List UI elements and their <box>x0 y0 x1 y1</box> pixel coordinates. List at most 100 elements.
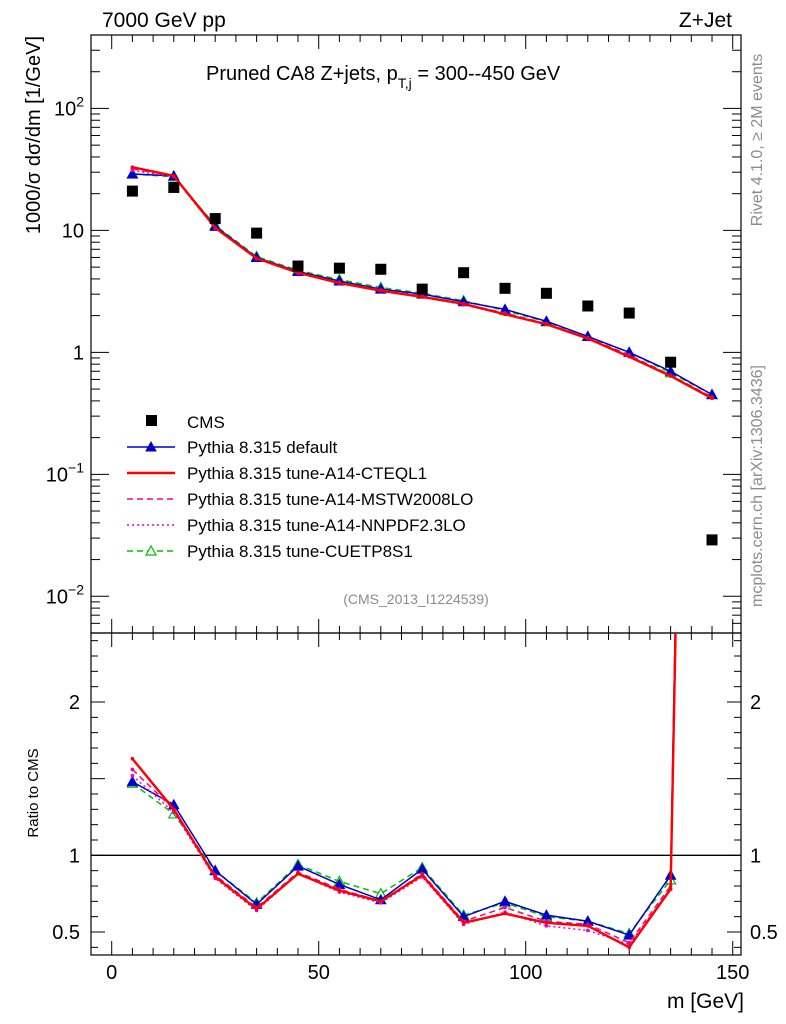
ratio-point-1 <box>544 921 549 925</box>
data-point <box>168 181 180 193</box>
y-tick-label-base: 10 <box>54 98 76 120</box>
ratio-point-1 <box>379 899 383 904</box>
ratio-point-0 <box>126 775 139 787</box>
y-tick-label: 10−2 <box>46 581 84 608</box>
ratio-tick-label-left: 1 <box>69 845 80 867</box>
ratio-point-0 <box>499 895 511 906</box>
legend-label-1: Pythia 8.315 tune-A14-CTEQL1 <box>187 464 427 483</box>
y-tick-label: 102 <box>54 93 84 120</box>
data-point <box>416 283 428 295</box>
ratio-point-1 <box>461 921 466 925</box>
ratio-point-1 <box>172 807 176 812</box>
x-tick-label: 100 <box>509 962 542 984</box>
ratio-tick-label-right: 0.5 <box>750 922 778 944</box>
ratio-point-3 <box>130 773 135 778</box>
series-point-1 <box>420 295 425 299</box>
legend: CMS Pythia 8.315 default Pythia 8.315 tune… <box>127 413 473 561</box>
series-point-0 <box>126 167 139 179</box>
legend-label-0: Pythia 8.315 default <box>187 438 338 457</box>
ratio-point-2 <box>503 905 507 910</box>
series-point-1 <box>172 174 176 178</box>
ratio-y-axis-label: Ratio to CMS <box>25 748 42 837</box>
ratio-point-1 <box>254 907 259 911</box>
data-point <box>126 185 138 197</box>
series-point-1 <box>337 281 342 285</box>
data-point <box>458 267 470 279</box>
series-point-1 <box>503 312 507 317</box>
legend-label-3: Pythia 8.315 tune-A14-NNPDF2.3LO <box>187 516 466 535</box>
series-point-1 <box>379 288 383 293</box>
ratio-tick-label-right: 1 <box>750 845 761 867</box>
series-point-1 <box>586 336 590 341</box>
plot-title-subscript: T,j <box>398 75 412 91</box>
plot-title-main: Pruned CA8 Z+jets, p <box>206 63 398 85</box>
x-axis-label: m [GeV] <box>667 990 744 1013</box>
y-axis-label: 1000/σ dσ/dm [1/GeV] <box>23 36 45 234</box>
data-point <box>333 262 345 274</box>
mcplots-label: mcplots.cern.ch [arXiv:1306.3436] <box>749 365 766 607</box>
x-tick-label: 150 <box>716 962 749 984</box>
ratio-line-2 <box>131 633 677 944</box>
series-point-1 <box>668 374 673 378</box>
series-point-1 <box>296 270 300 275</box>
ratio-point-1 <box>213 875 218 879</box>
ratio-point-1 <box>296 871 300 876</box>
ratio-point-1 <box>130 756 135 761</box>
y-tick-label-exponent: 2 <box>76 93 84 109</box>
plot-title-tail: = 300--450 GeV <box>412 63 561 85</box>
data-point <box>665 356 677 368</box>
series-point-1 <box>254 256 259 261</box>
series-point-1 <box>213 226 218 230</box>
ratio-line-3 <box>131 633 677 946</box>
ratio-tick-label-left: 2 <box>69 692 80 714</box>
x-tick-label: 50 <box>308 962 330 984</box>
series-point-1 <box>627 354 632 359</box>
ratio-point-0 <box>623 929 636 940</box>
data-point <box>582 300 594 312</box>
series-point-1 <box>130 165 135 169</box>
ratio-point-1 <box>337 888 342 893</box>
y-tick-label-base: 10 <box>46 464 68 486</box>
series-layer <box>126 165 719 950</box>
y-tick-label: 1 <box>73 342 84 364</box>
y-tick-label-base: 10 <box>46 586 68 608</box>
ratio-tick-label-left: 0.5 <box>52 922 80 944</box>
ratio-point-0 <box>540 909 553 920</box>
series-line-1 <box>132 165 713 400</box>
ratio-point-2 <box>627 940 632 945</box>
y-tick-label: 10−1 <box>46 459 84 486</box>
y-tick-label: 10 <box>62 220 84 242</box>
ratio-point-1 <box>420 873 425 878</box>
header-left-label: 7000 GeV pp <box>102 9 226 32</box>
data-point <box>623 307 635 319</box>
legend-marker-4 <box>144 544 158 556</box>
ratio-point-1 <box>668 887 673 891</box>
rivet-version-label: Rivet 4.1.0, ≥ 2M events <box>749 54 766 226</box>
ratio-point-1 <box>627 945 632 950</box>
data-point <box>375 263 387 275</box>
data-point <box>706 534 718 546</box>
ratio-point-1 <box>503 911 507 916</box>
data-point <box>499 282 511 294</box>
data-point <box>251 227 263 239</box>
ratio-point-0 <box>292 860 304 871</box>
y-tick-label-exponent: −1 <box>68 459 84 475</box>
data-point <box>209 213 221 225</box>
ratio-point-2 <box>130 767 135 772</box>
legend-label-2: Pythia 8.315 tune-A14-MSTW2008LO <box>187 490 473 509</box>
ratio-point-1 <box>586 924 590 928</box>
ratio-point-3 <box>544 924 549 928</box>
y-tick-label-exponent: −2 <box>68 581 84 597</box>
plot-title: Pruned CA8 Z+jets, pT,j = 300--450 GeV <box>206 63 561 91</box>
series-point-1 <box>710 396 714 401</box>
analysis-tag: (CMS_2013_I1224539) <box>343 591 489 607</box>
ratio-panel-frame <box>90 632 742 956</box>
ratio-point-3 <box>586 928 590 933</box>
legend-label-4: Pythia 8.315 tune-CUETP8S1 <box>187 542 413 561</box>
data-point <box>540 287 552 299</box>
series-line-4 <box>132 173 713 396</box>
legend-marker-0 <box>145 440 157 452</box>
series-point-1 <box>544 322 549 327</box>
